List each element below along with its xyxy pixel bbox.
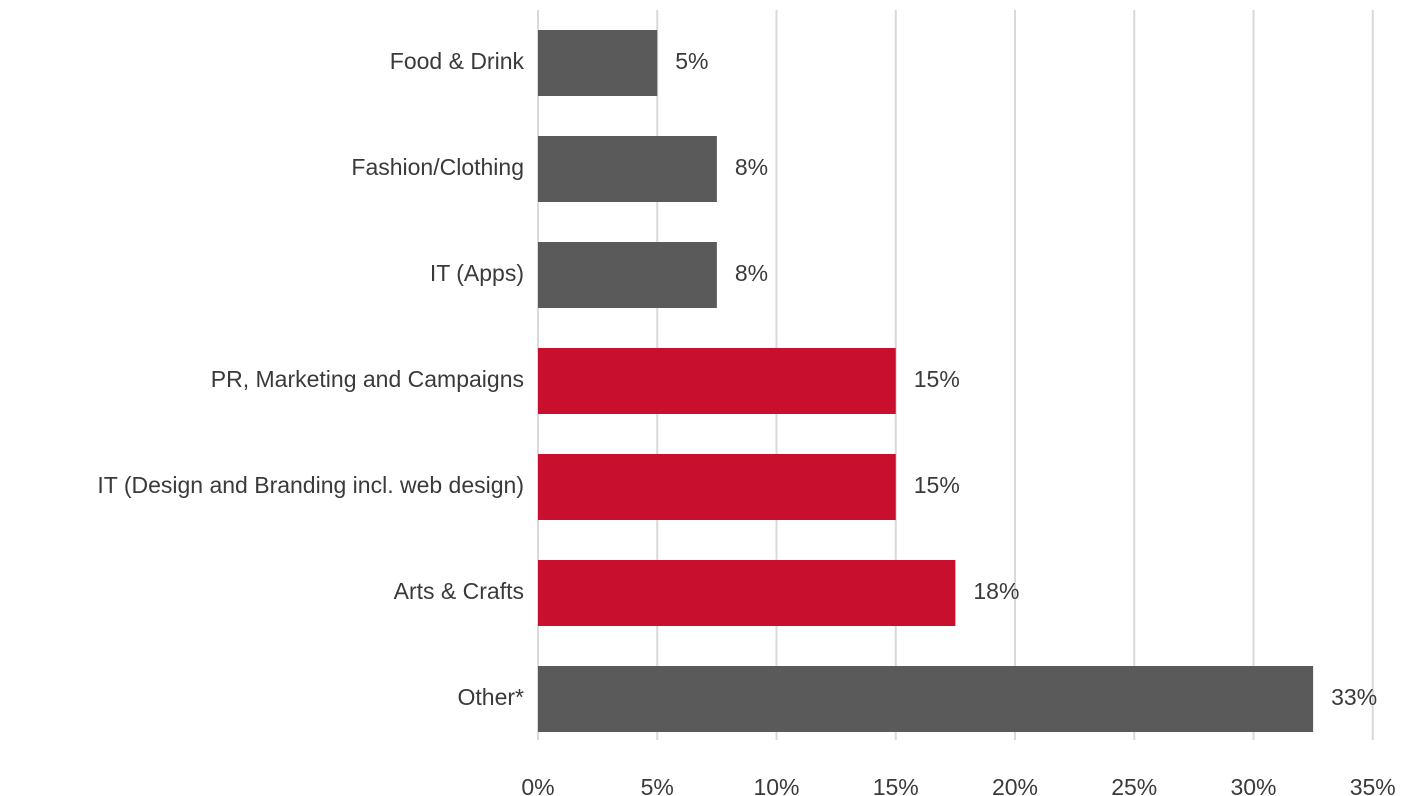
x-axis-tick-labels: 0% 5% 10% 15% 20% 25% 30% 35% xyxy=(521,774,1395,796)
category-label: Other* xyxy=(458,684,525,710)
data-label: 33% xyxy=(1331,684,1377,710)
x-tick-label: 5% xyxy=(641,774,674,796)
bar xyxy=(538,30,658,96)
data-label: 8% xyxy=(735,260,768,286)
data-labels: 5% 8% 8% 15% 15% 18% 33% xyxy=(675,48,1377,710)
bar xyxy=(538,560,956,626)
x-tick-label: 15% xyxy=(873,774,919,796)
category-label: Food & Drink xyxy=(390,48,525,74)
category-label: PR, Marketing and Campaigns xyxy=(211,366,524,392)
bar xyxy=(538,136,717,202)
x-tick-label: 10% xyxy=(753,774,799,796)
data-label: 8% xyxy=(735,154,768,180)
category-labels: Food & Drink Fashion/Clothing IT (Apps) PR,… xyxy=(97,48,524,710)
bar xyxy=(538,348,896,414)
bars xyxy=(538,30,1314,732)
data-label: 15% xyxy=(914,366,960,392)
x-tick-label: 25% xyxy=(1111,774,1157,796)
x-tick-label: 35% xyxy=(1350,774,1396,796)
x-tick-label: 0% xyxy=(521,774,554,796)
category-label: Fashion/Clothing xyxy=(351,154,524,180)
x-tick-label: 30% xyxy=(1230,774,1276,796)
x-tick-label: 20% xyxy=(992,774,1038,796)
bar xyxy=(538,666,1314,732)
data-label: 5% xyxy=(675,48,708,74)
data-label: 15% xyxy=(914,472,960,498)
bar xyxy=(538,454,896,520)
category-label: IT (Design and Branding incl. web design… xyxy=(97,472,524,498)
data-label: 18% xyxy=(973,578,1019,604)
bar xyxy=(538,242,717,308)
category-label: Arts & Crafts xyxy=(394,578,524,604)
category-label: IT (Apps) xyxy=(430,260,524,286)
